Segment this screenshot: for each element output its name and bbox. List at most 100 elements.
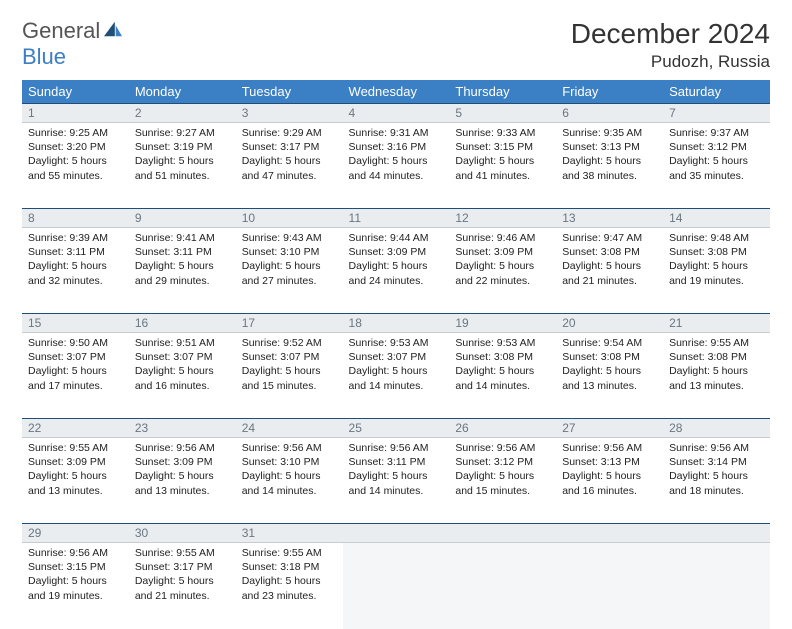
sunset-text: Sunset: 3:17 PM [242, 140, 337, 154]
day-content: Sunrise: 9:41 AMSunset: 3:11 PMDaylight:… [129, 228, 236, 294]
day-cell: Sunrise: 9:52 AMSunset: 3:07 PMDaylight:… [236, 333, 343, 419]
day-number-cell: 30 [129, 524, 236, 543]
day-cell: Sunrise: 9:31 AMSunset: 3:16 PMDaylight:… [343, 123, 450, 209]
sunset-text: Sunset: 3:17 PM [135, 560, 230, 574]
day-cell: Sunrise: 9:46 AMSunset: 3:09 PMDaylight:… [449, 228, 556, 314]
sunrise-text: Sunrise: 9:55 AM [135, 546, 230, 560]
day-content: Sunrise: 9:37 AMSunset: 3:12 PMDaylight:… [663, 123, 770, 189]
daynum-row: 1234567 [22, 104, 770, 123]
day-cell: Sunrise: 9:27 AMSunset: 3:19 PMDaylight:… [129, 123, 236, 209]
sunrise-text: Sunrise: 9:56 AM [242, 441, 337, 455]
day-cell: Sunrise: 9:37 AMSunset: 3:12 PMDaylight:… [663, 123, 770, 209]
day-content: Sunrise: 9:33 AMSunset: 3:15 PMDaylight:… [449, 123, 556, 189]
day-number-cell: 14 [663, 209, 770, 228]
day-cell: Sunrise: 9:56 AMSunset: 3:15 PMDaylight:… [22, 543, 129, 629]
daylight-text: Daylight: 5 hours and 23 minutes. [242, 574, 337, 602]
day-cell: Sunrise: 9:56 AMSunset: 3:13 PMDaylight:… [556, 438, 663, 524]
sunrise-text: Sunrise: 9:51 AM [135, 336, 230, 350]
day-number-cell: 12 [449, 209, 556, 228]
day-number-cell: 11 [343, 209, 450, 228]
day-content: Sunrise: 9:53 AMSunset: 3:08 PMDaylight:… [449, 333, 556, 399]
day-number-cell: 29 [22, 524, 129, 543]
weekday-header: Wednesday [343, 80, 450, 104]
sunrise-text: Sunrise: 9:44 AM [349, 231, 444, 245]
day-cell: Sunrise: 9:41 AMSunset: 3:11 PMDaylight:… [129, 228, 236, 314]
daynum-row: 15161718192021 [22, 314, 770, 333]
day-content: Sunrise: 9:25 AMSunset: 3:20 PMDaylight:… [22, 123, 129, 189]
sunrise-text: Sunrise: 9:50 AM [28, 336, 123, 350]
sunrise-text: Sunrise: 9:47 AM [562, 231, 657, 245]
daylight-text: Daylight: 5 hours and 29 minutes. [135, 259, 230, 287]
day-number-cell: 19 [449, 314, 556, 333]
sail-icon [102, 20, 124, 38]
week-row: Sunrise: 9:55 AMSunset: 3:09 PMDaylight:… [22, 438, 770, 524]
day-number-cell: 3 [236, 104, 343, 123]
daylight-text: Daylight: 5 hours and 13 minutes. [669, 364, 764, 392]
sunset-text: Sunset: 3:09 PM [28, 455, 123, 469]
daylight-text: Daylight: 5 hours and 35 minutes. [669, 154, 764, 182]
daylight-text: Daylight: 5 hours and 41 minutes. [455, 154, 550, 182]
daylight-text: Daylight: 5 hours and 15 minutes. [455, 469, 550, 497]
daylight-text: Daylight: 5 hours and 22 minutes. [455, 259, 550, 287]
day-cell: Sunrise: 9:47 AMSunset: 3:08 PMDaylight:… [556, 228, 663, 314]
sunrise-text: Sunrise: 9:56 AM [455, 441, 550, 455]
sunset-text: Sunset: 3:10 PM [242, 245, 337, 259]
day-cell: Sunrise: 9:29 AMSunset: 3:17 PMDaylight:… [236, 123, 343, 209]
daylight-text: Daylight: 5 hours and 51 minutes. [135, 154, 230, 182]
day-number-cell: 4 [343, 104, 450, 123]
sunset-text: Sunset: 3:09 PM [135, 455, 230, 469]
daylight-text: Daylight: 5 hours and 44 minutes. [349, 154, 444, 182]
day-cell [343, 543, 450, 629]
week-row: Sunrise: 9:39 AMSunset: 3:11 PMDaylight:… [22, 228, 770, 314]
day-content: Sunrise: 9:55 AMSunset: 3:09 PMDaylight:… [22, 438, 129, 504]
day-content: Sunrise: 9:50 AMSunset: 3:07 PMDaylight:… [22, 333, 129, 399]
day-number-cell: 16 [129, 314, 236, 333]
weekday-header: Monday [129, 80, 236, 104]
weekday-header-row: Sunday Monday Tuesday Wednesday Thursday… [22, 80, 770, 104]
day-content: Sunrise: 9:43 AMSunset: 3:10 PMDaylight:… [236, 228, 343, 294]
weekday-header: Friday [556, 80, 663, 104]
month-title: December 2024 [571, 18, 770, 50]
day-content: Sunrise: 9:48 AMSunset: 3:08 PMDaylight:… [663, 228, 770, 294]
sunrise-text: Sunrise: 9:55 AM [242, 546, 337, 560]
day-cell: Sunrise: 9:55 AMSunset: 3:08 PMDaylight:… [663, 333, 770, 419]
daynum-row: 891011121314 [22, 209, 770, 228]
brand-general: General [22, 18, 100, 43]
sunrise-text: Sunrise: 9:56 AM [562, 441, 657, 455]
sunrise-text: Sunrise: 9:56 AM [28, 546, 123, 560]
day-number-cell: 7 [663, 104, 770, 123]
sunrise-text: Sunrise: 9:54 AM [562, 336, 657, 350]
sunrise-text: Sunrise: 9:29 AM [242, 126, 337, 140]
daylight-text: Daylight: 5 hours and 16 minutes. [135, 364, 230, 392]
day-content: Sunrise: 9:56 AMSunset: 3:12 PMDaylight:… [449, 438, 556, 504]
sunset-text: Sunset: 3:13 PM [562, 140, 657, 154]
sunset-text: Sunset: 3:13 PM [562, 455, 657, 469]
sunrise-text: Sunrise: 9:31 AM [349, 126, 444, 140]
day-content: Sunrise: 9:53 AMSunset: 3:07 PMDaylight:… [343, 333, 450, 399]
day-content: Sunrise: 9:44 AMSunset: 3:09 PMDaylight:… [343, 228, 450, 294]
calendar-table: Sunday Monday Tuesday Wednesday Thursday… [22, 80, 770, 629]
day-content: Sunrise: 9:29 AMSunset: 3:17 PMDaylight:… [236, 123, 343, 189]
daylight-text: Daylight: 5 hours and 27 minutes. [242, 259, 337, 287]
day-number-cell: 20 [556, 314, 663, 333]
day-content: Sunrise: 9:47 AMSunset: 3:08 PMDaylight:… [556, 228, 663, 294]
sunset-text: Sunset: 3:12 PM [669, 140, 764, 154]
day-cell: Sunrise: 9:35 AMSunset: 3:13 PMDaylight:… [556, 123, 663, 209]
day-number-cell: 13 [556, 209, 663, 228]
sunset-text: Sunset: 3:20 PM [28, 140, 123, 154]
day-number-cell: 17 [236, 314, 343, 333]
daylight-text: Daylight: 5 hours and 38 minutes. [562, 154, 657, 182]
calendar-body: 1234567Sunrise: 9:25 AMSunset: 3:20 PMDa… [22, 104, 770, 629]
sunset-text: Sunset: 3:08 PM [562, 350, 657, 364]
daylight-text: Daylight: 5 hours and 55 minutes. [28, 154, 123, 182]
daylight-text: Daylight: 5 hours and 16 minutes. [562, 469, 657, 497]
daynum-row: 293031 [22, 524, 770, 543]
weekday-header: Thursday [449, 80, 556, 104]
sunrise-text: Sunrise: 9:27 AM [135, 126, 230, 140]
daylight-text: Daylight: 5 hours and 19 minutes. [28, 574, 123, 602]
daylight-text: Daylight: 5 hours and 47 minutes. [242, 154, 337, 182]
sunset-text: Sunset: 3:09 PM [455, 245, 550, 259]
day-cell: Sunrise: 9:33 AMSunset: 3:15 PMDaylight:… [449, 123, 556, 209]
day-cell: Sunrise: 9:48 AMSunset: 3:08 PMDaylight:… [663, 228, 770, 314]
day-cell: Sunrise: 9:51 AMSunset: 3:07 PMDaylight:… [129, 333, 236, 419]
